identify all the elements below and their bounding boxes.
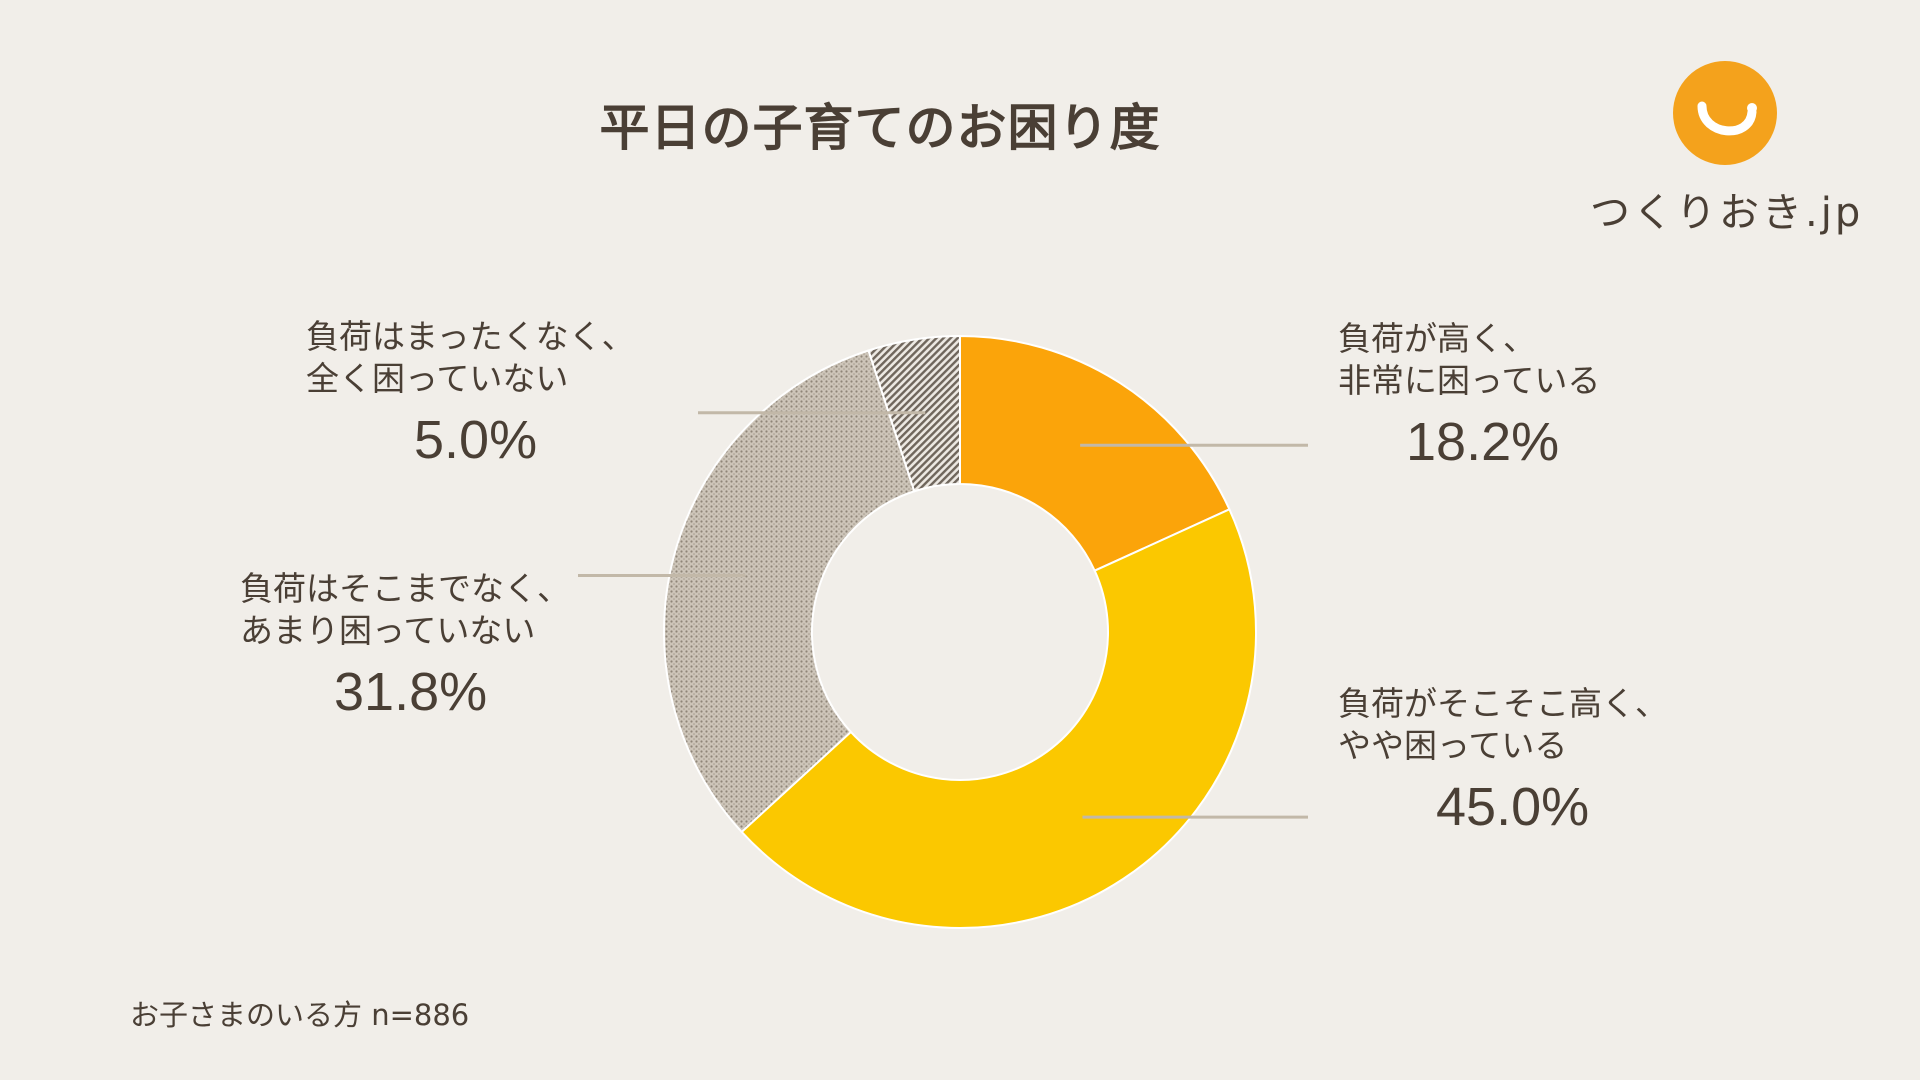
slice-label-line2: あまり困っていない (240, 611, 536, 650)
slice-value-label: 31.8% (334, 662, 488, 722)
slice-value-label: 45.0% (1436, 777, 1590, 837)
slice-label-line1: 負荷はそこまでなく、 (240, 569, 570, 608)
donut-slice-2 (663, 349, 916, 834)
brand-name: つくりおき.jp (1590, 190, 1864, 236)
sample-note: お子さまのいる方 n=886 (130, 998, 470, 1032)
slice-label-somewhat-high: 負荷がそこそこ高く、 やや困っている 45.0% (1338, 683, 1668, 839)
slice-label-line1: 負荷が高く、 (1338, 319, 1536, 358)
leader-lines (578, 411, 1308, 819)
smile-logo-icon (1673, 61, 1777, 165)
slice-label-high: 負荷が高く、 非常に困っている 18.2% (1338, 318, 1600, 474)
slice-label-line1: 負荷はまったくなく、 (306, 317, 635, 356)
slice-value-label: 5.0% (414, 410, 538, 470)
chart-title: 平日の子育てのお困り度 (599, 99, 1161, 157)
slice-label-line1: 負荷がそこそこ高く、 (1338, 684, 1668, 723)
donut-slice-1 (740, 508, 1257, 929)
slice-label-not-much: 負荷はそこまでなく、 あまり困っていない 31.8% (240, 568, 570, 724)
brand-logo[interactable]: つくりおき.jp (1580, 60, 1860, 240)
slice-label-line2: 全く困っていない (306, 359, 569, 398)
slice-label-line2: やや困っている (1338, 726, 1568, 765)
donut-slice-0 (959, 334, 1231, 572)
slice-label-line2: 非常に困っている (1338, 361, 1601, 400)
donut-slices (663, 334, 1257, 929)
slice-label-none: 負荷はまったくなく、 全く困っていない 5.0% (306, 316, 635, 472)
slice-value-label: 18.2% (1406, 412, 1560, 472)
